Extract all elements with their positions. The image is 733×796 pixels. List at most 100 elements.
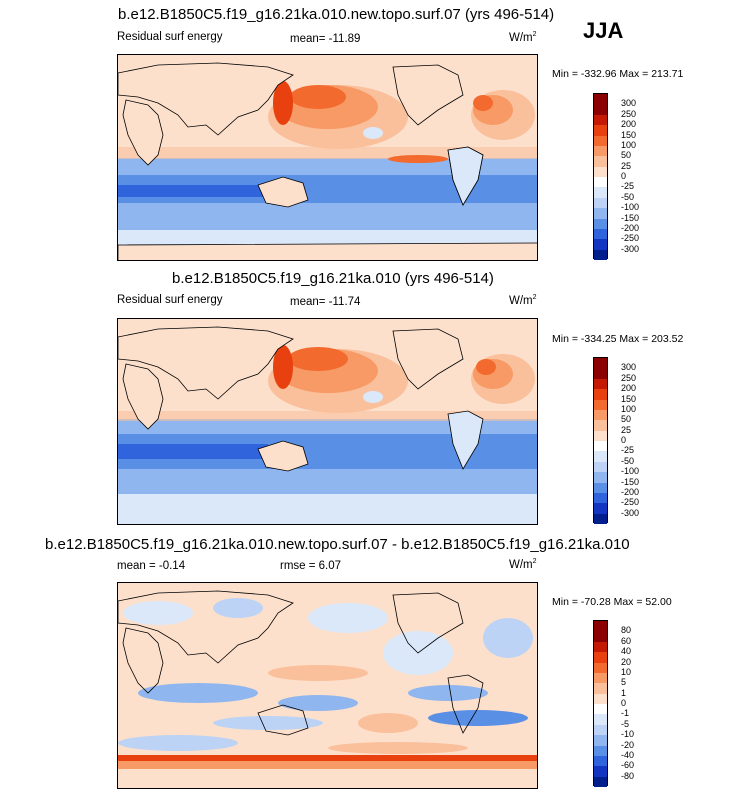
colorbar-tick-label: -10 — [621, 729, 635, 740]
colorbar-swatch — [594, 631, 607, 642]
colorbar-swatch — [594, 156, 607, 167]
colorbar-tick-label: -250 — [621, 497, 640, 508]
colorbar-swatch — [594, 187, 607, 198]
colorbar-tick-label: 60 — [621, 635, 632, 646]
panel-1-units: W/m2 — [509, 31, 537, 44]
colorbar-tick-label: 250 — [621, 372, 637, 383]
panel-2-mean: mean= -11.74 — [290, 296, 361, 308]
colorbar-swatch — [594, 513, 607, 524]
colorbar-swatch — [594, 672, 607, 684]
colorbar-tick-label: -100 — [621, 466, 640, 477]
colorbar-swatch — [594, 714, 607, 725]
panel-3-title: b.e12.B1850C5.f19_g16.21ka.010.new.topo.… — [45, 536, 630, 553]
panel-2-colorbar — [593, 357, 608, 524]
panel-3-mean: mean = -0.14 — [117, 560, 186, 572]
colorbar-tick-label: 300 — [621, 98, 637, 109]
colorbar-swatch — [594, 94, 607, 105]
colorbar-swatch — [594, 208, 607, 219]
colorbar-tick-label: 250 — [621, 108, 637, 119]
panel-3-map — [117, 582, 538, 789]
panel-1-mean: mean= -11.89 — [290, 33, 361, 45]
colorbar-swatch — [594, 492, 607, 504]
colorbar-swatch — [594, 461, 607, 473]
colorbar-swatch — [594, 114, 607, 126]
colorbar-tick-label: 25 — [621, 424, 632, 435]
colorbar-swatch — [594, 420, 607, 431]
colorbar-swatch — [594, 482, 607, 493]
colorbar-tick-label: -25 — [621, 445, 635, 456]
colorbar-tick-label: 40 — [621, 646, 632, 657]
colorbar-tick-label: -250 — [621, 233, 640, 244]
panel-1-colorbar — [593, 93, 608, 260]
colorbar-tick-label: 80 — [621, 625, 632, 636]
colorbar-swatch — [594, 755, 607, 767]
colorbar-tick-label: -40 — [621, 749, 635, 760]
colorbar-swatch — [594, 166, 607, 177]
colorbar-swatch — [594, 704, 607, 715]
panel-2-left-label: Residual surf energy — [117, 294, 223, 306]
colorbar-swatch — [594, 177, 607, 188]
colorbar-tick-label: 50 — [621, 414, 632, 425]
colorbar-swatch — [594, 389, 607, 400]
colorbar-tick-label: 25 — [621, 160, 632, 171]
panel-2-title: b.e12.B1850C5.f19_g16.21ka.010 (yrs 496-… — [172, 270, 494, 287]
colorbar-tick-label: -1 — [621, 708, 630, 719]
colorbar-swatch — [594, 145, 607, 157]
panel-3-units: W/m2 — [509, 558, 537, 571]
panel-3-minmax: Min = -70.28 Max = 52.00 — [552, 596, 672, 608]
colorbar-swatch — [594, 378, 607, 390]
colorbar-tick-label: -150 — [621, 212, 640, 223]
colorbar-swatch — [594, 430, 607, 441]
colorbar-swatch — [594, 451, 607, 462]
colorbar-tick-label: 0 — [621, 435, 627, 445]
colorbar-swatch — [594, 358, 607, 369]
season-label: JJA — [583, 18, 624, 43]
colorbar-swatch — [594, 776, 607, 787]
colorbar-tick-label: -50 — [621, 455, 635, 466]
colorbar-swatch — [594, 197, 607, 209]
colorbar-swatch — [594, 652, 607, 663]
colorbar-tick-label: -80 — [621, 770, 635, 781]
colorbar-tick-label: -200 — [621, 486, 640, 497]
colorbar-tick-label: -150 — [621, 476, 640, 487]
panel-3-rmse: rmse = 6.07 — [280, 560, 342, 572]
colorbar-tick-label: -200 — [621, 222, 640, 233]
colorbar-tick-label: 100 — [621, 403, 637, 414]
colorbar-swatch — [594, 135, 607, 146]
colorbar-swatch — [594, 735, 607, 746]
colorbar-swatch — [594, 662, 607, 673]
colorbar-tick-label: 100 — [621, 139, 637, 150]
colorbar-tick-label: 150 — [621, 129, 637, 140]
panel-3-colorbar — [593, 620, 608, 787]
colorbar-tick-label: 1 — [621, 687, 627, 698]
colorbar-swatch — [594, 621, 607, 632]
colorbar-swatch — [594, 125, 607, 136]
colorbar-tick-label: 10 — [621, 666, 632, 677]
colorbar-swatch — [594, 641, 607, 653]
colorbar-swatch — [594, 399, 607, 410]
colorbar-swatch — [594, 249, 607, 260]
colorbar-tick-label: 0 — [621, 698, 627, 708]
colorbar-tick-label: -20 — [621, 739, 635, 750]
colorbar-tick-label: 200 — [621, 119, 637, 130]
colorbar-swatch — [594, 766, 607, 777]
colorbar-tick-label: -60 — [621, 760, 635, 771]
colorbar-swatch — [594, 724, 607, 736]
colorbar-tick-label: 20 — [621, 656, 632, 667]
colorbar-tick-label: 150 — [621, 393, 637, 404]
colorbar-swatch — [594, 693, 607, 704]
colorbar-tick-label: -100 — [621, 202, 640, 213]
colorbar-tick-label: -300 — [621, 243, 640, 254]
colorbar-tick-label: -50 — [621, 191, 635, 202]
colorbar-swatch — [594, 441, 607, 452]
colorbar-tick-label: -25 — [621, 181, 635, 192]
panel-2-minmax: Min = -334.25 Max = 203.52 — [552, 333, 684, 345]
colorbar-tick-label: -300 — [621, 507, 640, 518]
colorbar-swatch — [594, 745, 607, 756]
colorbar-tick-label: 200 — [621, 383, 637, 394]
colorbar-swatch — [594, 239, 607, 250]
panel-1-title: b.e12.B1850C5.f19_g16.21ka.010.new.topo.… — [118, 6, 555, 23]
panel-1-minmax: Min = -332.96 Max = 213.71 — [552, 68, 684, 80]
colorbar-tick-label: -5 — [621, 718, 630, 729]
colorbar-swatch — [594, 104, 607, 115]
